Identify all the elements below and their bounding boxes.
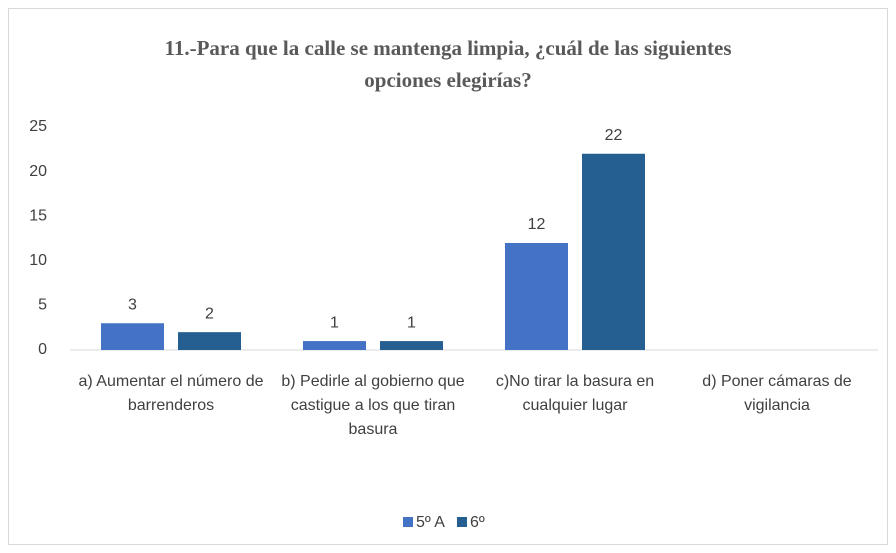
- y-tick-label: 15: [29, 207, 47, 224]
- data-label: 3: [128, 296, 137, 313]
- bar: [303, 341, 366, 350]
- x-tick-label: a) Aumentar el número de barrenderos: [79, 373, 264, 414]
- data-label: 1: [330, 314, 339, 331]
- x-tick-label: b) Pedirle al gobierno que castigue a los…: [281, 373, 464, 438]
- y-tick-label: 5: [38, 297, 47, 314]
- bar: [380, 341, 443, 350]
- chart-title: 11.-Para que la calle se mantenga limpia…: [165, 36, 732, 92]
- data-label: 2: [205, 305, 214, 322]
- data-label: 1: [407, 314, 416, 331]
- chart-border: [8, 8, 888, 545]
- legend-swatch: [403, 517, 413, 527]
- legend-label: 6º: [470, 514, 485, 531]
- y-tick-label: 0: [38, 341, 47, 358]
- bar: [505, 242, 568, 350]
- x-tick-label: c)No tirar la basura en cualquier lugar: [496, 373, 654, 414]
- x-tick-label: d) Poner cámaras de vigilancia: [702, 373, 852, 414]
- bar: [101, 323, 164, 350]
- bar: [178, 332, 241, 350]
- data-label: 22: [605, 127, 623, 144]
- y-tick-label: 10: [29, 252, 47, 269]
- legend-swatch: [456, 517, 467, 527]
- y-tick-label: 25: [29, 118, 47, 135]
- bar: [582, 153, 645, 350]
- legend-label: 5º A: [416, 514, 445, 531]
- data-label: 12: [528, 216, 546, 233]
- y-tick-label: 20: [29, 163, 47, 180]
